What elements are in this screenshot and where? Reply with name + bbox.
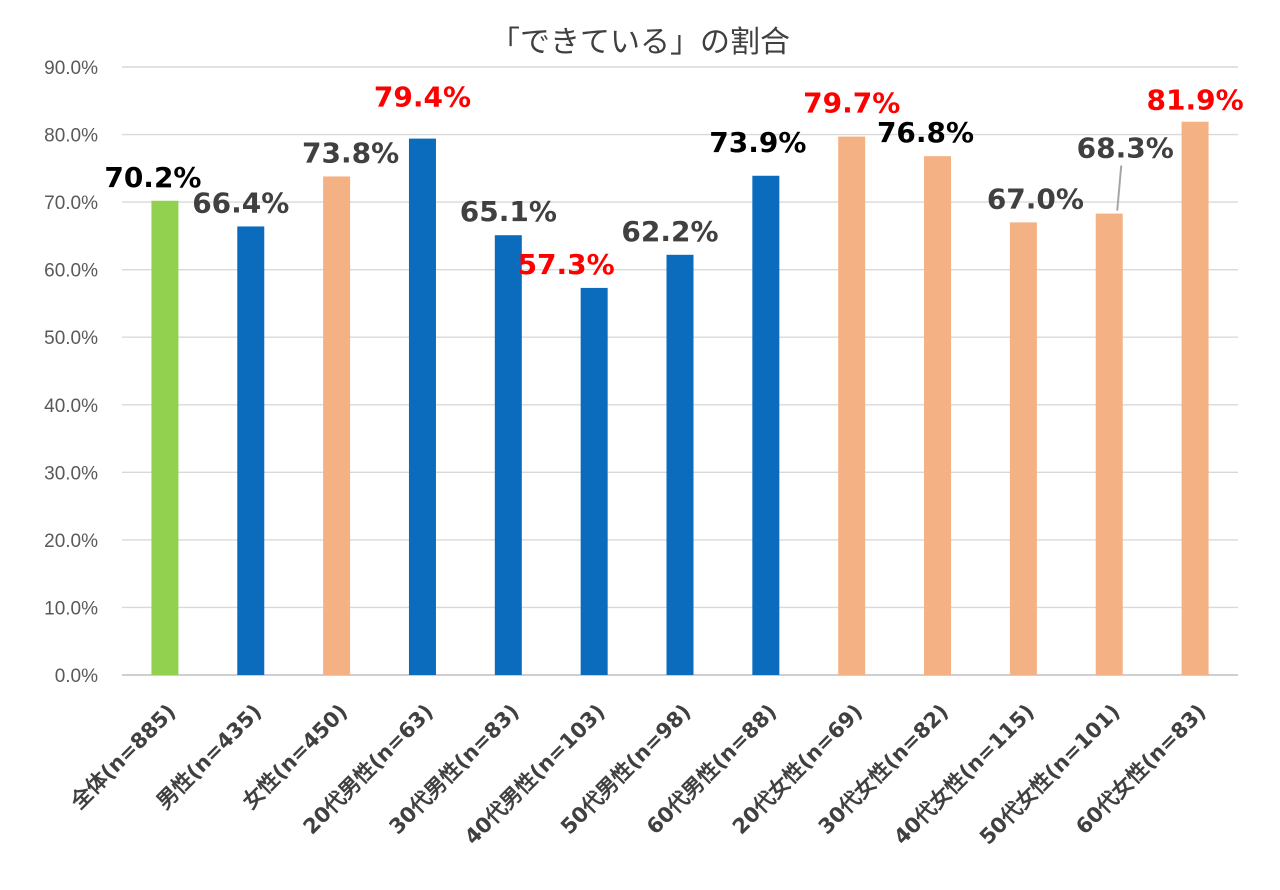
bar [752,175,780,675]
bar [151,200,179,675]
data-labels: 70.2%66.4% 73.8% 79.4% 65.1% 57.3%62.2% 73.9%… [104,81,1243,281]
y-axis-ticks: 0.0% 10.0% 20.0% 30.0% 40.0% 50.0% 60.0% 70.0% 8… [44,58,98,687]
data-label: 76.8% [877,116,974,149]
data-label: 79.7% [803,87,900,120]
y-tick-label: 20.0% [44,531,98,552]
data-label: 81.9% [1147,84,1244,117]
data-label: 73.8% [302,136,399,169]
y-tick-label: 0.0% [55,666,98,687]
bar [237,226,265,676]
data-label: 68.3% [1077,132,1174,165]
y-tick-label: 70.0% [44,193,98,214]
bar [924,156,952,675]
data-label: 70.2% [104,161,201,194]
x-tick-label: 40代女性(n=115) [889,700,1039,850]
chart-title: 「できている」の割合 [490,25,790,60]
leader-line [1116,165,1123,211]
data-label: 67.0% [987,182,1084,215]
data-label: 65.1% [460,195,557,228]
y-tick-label: 40.0% [44,396,98,417]
bars [151,121,1209,676]
bar [1181,121,1209,676]
y-tick-label: 10.0% [44,598,98,619]
y-tick-label: 50.0% [44,328,98,349]
data-label: 62.2% [621,215,718,248]
y-tick-label: 60.0% [44,261,98,282]
bar [580,287,608,675]
y-tick-label: 80.0% [44,126,98,147]
y-tick-label: 90.0% [44,58,98,79]
data-label: 66.4% [192,186,289,219]
bar [1095,213,1123,675]
x-tick-label: 50代女性(n=101) [975,700,1125,850]
bar [494,235,522,676]
data-label: 57.3% [518,248,615,281]
bar [838,136,866,676]
x-axis-ticks: 全体(n=885)男性(n=435)女性(n=450)20代男性(n=63)30… [65,700,1210,850]
bar [1009,222,1037,675]
x-tick-label: 40代男性(n=103) [460,700,610,850]
data-label: 79.4% [374,81,471,114]
bar [323,176,351,675]
bar [666,254,694,675]
y-tick-label: 30.0% [44,463,98,484]
bar [408,138,436,675]
data-label: 73.9% [709,126,806,159]
